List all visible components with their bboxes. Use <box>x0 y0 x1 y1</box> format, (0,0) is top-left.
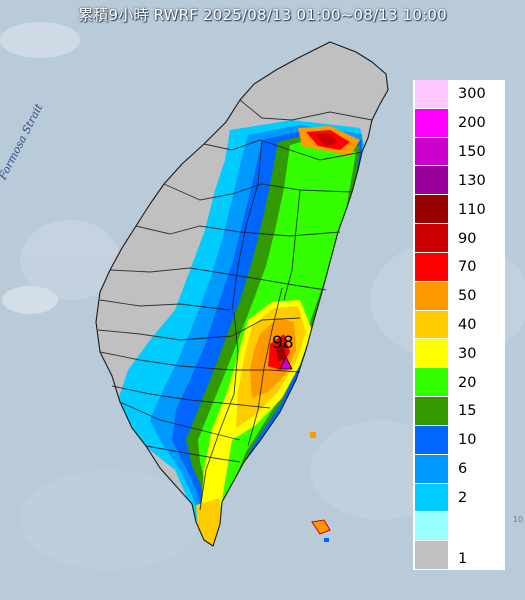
legend-swatch <box>415 137 448 167</box>
county-boundaries <box>97 99 373 511</box>
orchid-island-small-cell <box>324 538 329 542</box>
legend-swatch <box>415 454 448 484</box>
legend-label: 6 <box>458 461 468 478</box>
legend-swatch <box>415 195 448 225</box>
corner-mark: 10 <box>512 515 523 524</box>
legend-label: 15 <box>458 403 477 420</box>
legend-swatch <box>415 252 448 282</box>
legend-swatch <box>415 425 448 455</box>
peak-value: 98 <box>272 333 294 353</box>
legend-label: 130 <box>458 172 486 189</box>
legend-label: 300 <box>458 86 486 103</box>
rain-band-90mm-north <box>314 134 338 146</box>
legend-swatch <box>415 483 448 513</box>
legend-label: 150 <box>458 144 486 161</box>
legend-swatch <box>415 108 448 138</box>
legend-label: 2 <box>458 489 468 506</box>
legend-label: 20 <box>458 374 477 391</box>
peak-marker-icon <box>279 356 293 370</box>
rain-band-110mm <box>276 344 286 362</box>
legend-swatch <box>415 512 448 542</box>
legend-label: 70 <box>458 259 477 276</box>
legend-label: 50 <box>458 288 477 305</box>
legend-swatch <box>415 541 448 570</box>
legend-label: 30 <box>458 345 477 362</box>
legend-swatch <box>415 224 448 253</box>
legend-swatch <box>415 397 448 426</box>
legend-label: 1 <box>458 551 468 568</box>
legend-swatch <box>415 310 448 340</box>
color-legend: 300 200 150 130 110 90 70 50 40 30 20 15 10 6 2 1 <box>413 80 505 570</box>
legend-swatch <box>415 368 448 398</box>
legend-swatch <box>415 166 448 196</box>
legend-swatch <box>415 281 448 311</box>
legend-label: 110 <box>458 201 486 218</box>
map-title: 累積9小時 RWRF 2025/08/13 01:00~08/13 10:00 <box>78 6 447 24</box>
legend-swatch <box>415 339 448 369</box>
legend-swatch <box>415 80 448 109</box>
green-island-cell <box>310 432 316 438</box>
legend-label: 90 <box>458 230 477 247</box>
legend-label: 200 <box>458 115 486 132</box>
orchid-island-cell <box>311 519 331 535</box>
legend-label: 10 <box>458 432 477 449</box>
legend-label: 40 <box>458 317 477 333</box>
